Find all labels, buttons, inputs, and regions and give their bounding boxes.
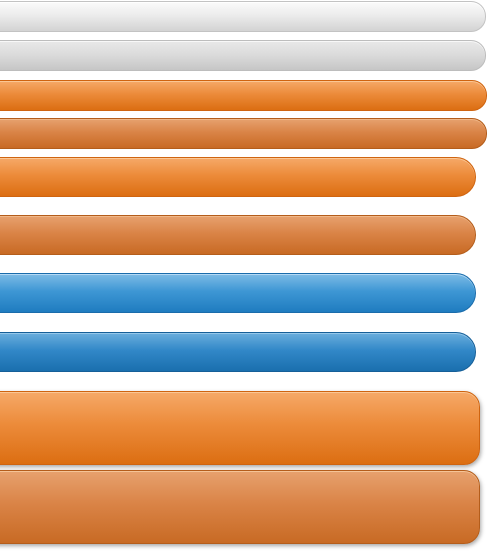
blue-button[interactable] [0, 273, 476, 313]
orange-button-pressed[interactable] [0, 118, 487, 149]
orange-button[interactable] [0, 80, 487, 111]
orange-button-large[interactable] [0, 391, 480, 465]
orange-button-medium[interactable] [0, 157, 476, 197]
light-button-pressed[interactable] [0, 40, 486, 71]
orange-button-medium-pressed[interactable] [0, 215, 476, 255]
light-button[interactable] [0, 1, 486, 32]
orange-button-large-pressed[interactable] [0, 470, 480, 544]
blue-button-pressed[interactable] [0, 332, 476, 372]
